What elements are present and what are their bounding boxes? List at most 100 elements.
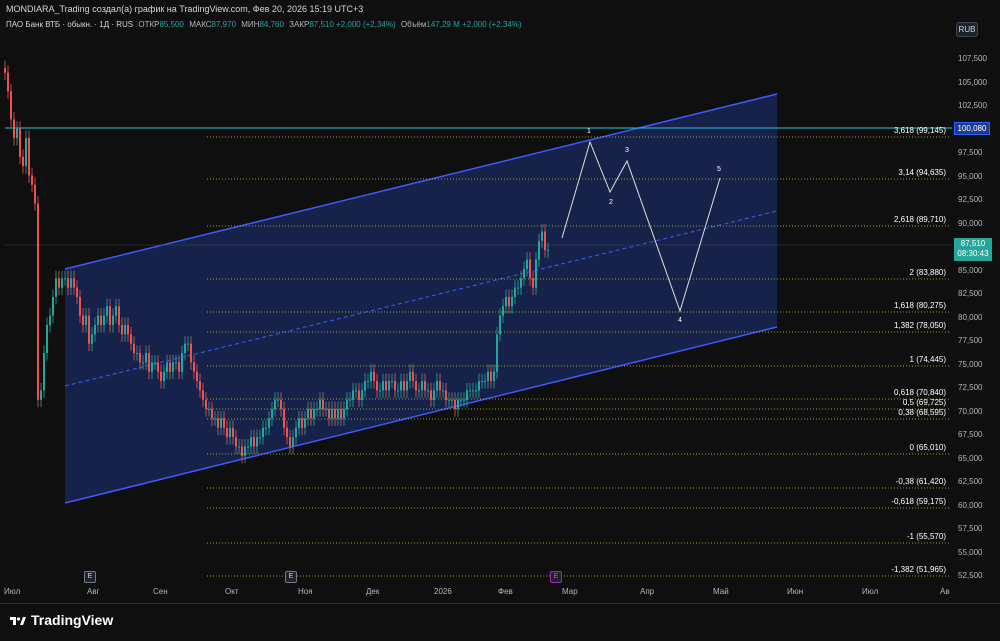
candle-body bbox=[460, 399, 462, 401]
price-axis-label: 90,000 bbox=[958, 218, 983, 228]
hline-price-tag: 100,080 bbox=[954, 122, 990, 135]
candle-body bbox=[511, 296, 513, 307]
price-axis-label: 60,000 bbox=[958, 500, 983, 510]
price-axis-label: 62,500 bbox=[958, 477, 983, 486]
price-axis-label: 107,500 bbox=[958, 54, 987, 63]
candle-body bbox=[505, 296, 507, 307]
candle-body bbox=[532, 278, 534, 288]
earnings-marker[interactable]: E bbox=[550, 571, 562, 583]
candle-body bbox=[88, 315, 90, 344]
candle-body bbox=[265, 427, 267, 429]
candle-body bbox=[175, 362, 177, 364]
fib-level-label: 0 (65,010) bbox=[909, 443, 946, 452]
time-axis-label: Июл bbox=[4, 587, 21, 596]
candle-body bbox=[544, 231, 546, 251]
fib-level-label: 1,382 (78,050) bbox=[893, 321, 946, 330]
symbol-name[interactable]: ПАО Банк ВТБ · обыкн. · 1Д · RUS bbox=[6, 20, 134, 29]
price-axis-label: 72,500 bbox=[958, 383, 983, 392]
candle-body bbox=[517, 287, 519, 289]
time-axis-label: Ноя bbox=[298, 587, 313, 596]
candle-body bbox=[493, 371, 495, 382]
earnings-marker[interactable]: E bbox=[84, 571, 96, 583]
candle-body bbox=[301, 418, 303, 428]
candle-body bbox=[358, 390, 360, 400]
candle-body bbox=[454, 399, 456, 410]
candle-body bbox=[337, 409, 339, 419]
fib-level-label: 3,618 (99,145) bbox=[893, 126, 946, 135]
fib-level-label: 0,5 (69,725) bbox=[902, 398, 946, 407]
candle-body bbox=[310, 409, 312, 419]
candle-body bbox=[394, 381, 396, 391]
candle-body bbox=[145, 353, 147, 363]
candle-body bbox=[94, 324, 96, 335]
candle-body bbox=[421, 381, 423, 391]
tradingview-logo[interactable]: TradingView bbox=[10, 612, 113, 628]
candle-body bbox=[169, 362, 171, 372]
candle-body bbox=[226, 427, 228, 438]
time-axis-label: Июн bbox=[787, 587, 804, 596]
candle-body bbox=[190, 343, 192, 363]
price-axis-label: 105,000 bbox=[958, 77, 987, 87]
fib-level-label: -0,618 (59,175) bbox=[891, 497, 946, 506]
candle-body bbox=[400, 381, 402, 391]
candle-body bbox=[349, 399, 351, 401]
earnings-marker[interactable]: E bbox=[285, 571, 297, 583]
candle-body bbox=[142, 362, 144, 364]
candle-body bbox=[178, 362, 180, 372]
fib-level-label: 1,618 (80,275) bbox=[893, 301, 946, 310]
candle-body bbox=[403, 381, 405, 391]
symbol-legend: ПАО Банк ВТБ · обыкн. · 1Д · RUS ОТКР85,… bbox=[6, 20, 522, 29]
candle-body bbox=[328, 409, 330, 419]
price-axis-label: 77,500 bbox=[958, 336, 983, 345]
candle-body bbox=[316, 409, 318, 411]
candle-body bbox=[313, 409, 315, 419]
candle-body bbox=[406, 381, 408, 391]
currency-badge[interactable]: RUB bbox=[956, 22, 978, 37]
candle-body bbox=[415, 381, 417, 391]
candle-body bbox=[151, 362, 153, 372]
candle-body bbox=[184, 343, 186, 354]
candle-body bbox=[370, 371, 372, 382]
candle-body bbox=[466, 390, 468, 400]
candle-body bbox=[214, 418, 216, 420]
time-axis-label: Мар bbox=[562, 587, 578, 596]
price-axis-label: 92,500 bbox=[958, 195, 983, 204]
tradingview-icon bbox=[10, 617, 26, 626]
chart-author-line: MONDIARA_Trading создал(а) график на Tra… bbox=[6, 4, 364, 14]
channel-mid-line bbox=[64, 210, 778, 387]
candle-body bbox=[13, 119, 15, 139]
candle-body bbox=[187, 343, 189, 345]
candle-body bbox=[463, 399, 465, 401]
time-axis-label: Авг bbox=[87, 587, 100, 596]
candle-body bbox=[271, 409, 273, 419]
price-axis-label: 102,500 bbox=[958, 101, 987, 110]
price-axis-label: 95,000 bbox=[958, 171, 983, 181]
fib-level-label: 1 (74,445) bbox=[909, 355, 946, 364]
candle-body bbox=[136, 353, 138, 355]
candle-body bbox=[4, 68, 6, 73]
channel-upper-line bbox=[64, 93, 778, 270]
fib-level-label: -1 (55,570) bbox=[906, 532, 946, 541]
candle-body bbox=[25, 138, 27, 167]
candle-body bbox=[367, 381, 369, 383]
candle-body bbox=[448, 399, 450, 401]
candle-body bbox=[31, 175, 33, 185]
candle-body bbox=[520, 278, 522, 288]
candle-body bbox=[22, 156, 24, 167]
candle-body bbox=[343, 409, 345, 419]
price-axis-label: 82,500 bbox=[958, 289, 983, 298]
candle-body bbox=[523, 268, 525, 279]
candle-body bbox=[352, 390, 354, 400]
candle-body bbox=[502, 306, 504, 316]
candle-body bbox=[433, 390, 435, 400]
candle-body bbox=[490, 371, 492, 382]
candle-body bbox=[202, 390, 204, 400]
candle-body bbox=[76, 287, 78, 297]
candle-body bbox=[304, 418, 306, 428]
candle-body bbox=[79, 296, 81, 316]
candle-body bbox=[10, 91, 12, 120]
candle-body bbox=[412, 371, 414, 382]
candle-body bbox=[283, 409, 285, 428]
candle-body bbox=[382, 381, 384, 391]
